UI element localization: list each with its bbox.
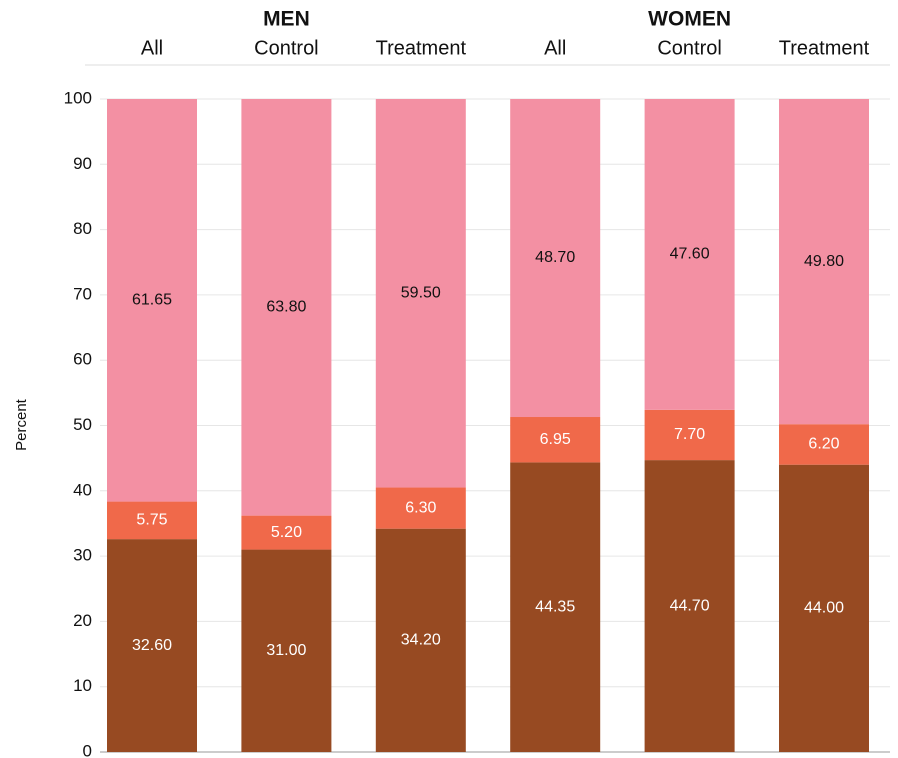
group-label: WOMEN <box>648 8 731 31</box>
value-label: 34.20 <box>401 632 441 649</box>
value-label: 61.65 <box>132 292 172 309</box>
y-tick-label: 30 <box>73 546 92 565</box>
value-label: 7.70 <box>674 426 705 443</box>
value-label: 5.75 <box>136 512 167 529</box>
bar-segment <box>779 99 869 425</box>
value-label: 47.60 <box>670 246 710 263</box>
value-label: 44.70 <box>670 597 710 614</box>
y-tick-label: 0 <box>83 741 92 758</box>
x-tick-label: Control <box>254 37 318 59</box>
x-tick-label: All <box>544 37 566 59</box>
value-label: 59.50 <box>401 284 441 301</box>
value-label: 49.80 <box>804 253 844 270</box>
y-tick-label: 10 <box>73 676 92 695</box>
y-axis-label: Percent <box>13 398 30 451</box>
x-tick-label: Treatment <box>779 37 870 59</box>
value-label: 32.60 <box>132 637 172 654</box>
bar-segment <box>241 515 332 550</box>
y-tick-label: 50 <box>73 415 92 434</box>
value-label: 5.20 <box>271 524 302 541</box>
bar-segment <box>107 99 197 502</box>
x-tick-label: Treatment <box>376 37 467 59</box>
bar-segment <box>375 487 466 529</box>
bar-segment <box>107 539 197 752</box>
bar-segment <box>510 417 601 463</box>
bar-segment <box>107 501 197 540</box>
y-tick-label: 20 <box>73 611 92 630</box>
y-tick-label: 40 <box>73 480 92 499</box>
bar-segment <box>375 528 466 752</box>
bar-segment <box>644 99 735 410</box>
bar-segment <box>779 464 869 752</box>
bar-segment <box>779 424 869 465</box>
x-tick-label: All <box>141 37 163 59</box>
y-tick-label: 80 <box>73 219 92 238</box>
x-tick-label: Control <box>657 37 721 59</box>
value-label: 6.95 <box>540 431 571 448</box>
value-label: 6.30 <box>405 499 436 516</box>
value-label: 6.20 <box>808 436 839 453</box>
y-tick-label: 60 <box>73 350 92 369</box>
y-tick-label: 100 <box>64 88 92 107</box>
bar-segment <box>510 462 601 752</box>
bar-segment <box>644 460 735 752</box>
value-label: 31.00 <box>266 642 306 659</box>
group-label: MEN <box>263 8 310 31</box>
value-label: 63.80 <box>266 299 306 316</box>
value-label: 44.00 <box>804 600 844 617</box>
y-tick-label: 70 <box>73 284 92 303</box>
bar-segment <box>644 409 735 461</box>
bar-segment <box>241 99 332 516</box>
bar-segment <box>510 99 601 418</box>
bar-segment <box>375 99 466 488</box>
bar-segment <box>241 549 332 752</box>
value-label: 48.70 <box>535 249 575 266</box>
y-tick-label: 90 <box>73 154 92 173</box>
value-label: 44.35 <box>535 598 575 615</box>
